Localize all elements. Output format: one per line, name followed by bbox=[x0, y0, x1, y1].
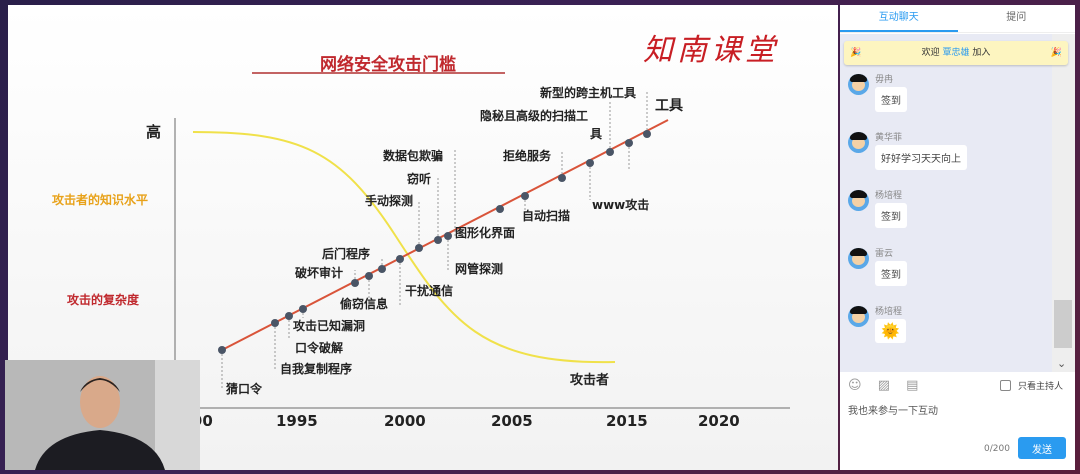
event-label: 手动探测 bbox=[365, 194, 414, 208]
event-dot bbox=[444, 232, 452, 240]
y-axis-high-label: 高 bbox=[146, 123, 162, 141]
chat-panel: 互动聊天 提问 🎉 欢迎 覃忠雄 加入 🎉 毋冉签到 黄华菲好好学习天天向上 杨… bbox=[840, 5, 1075, 470]
event-label: www攻击 bbox=[592, 198, 650, 212]
event-dot bbox=[496, 205, 504, 213]
complexity-label: 攻击的复杂度 bbox=[67, 293, 140, 307]
year-tick-label: 2020 bbox=[698, 412, 740, 430]
party-popper-icon: 🎉 bbox=[850, 48, 862, 58]
sender-name: 雷云 bbox=[875, 249, 894, 259]
emoji-icon[interactable]: ☺ bbox=[848, 378, 862, 393]
event-dot bbox=[285, 312, 293, 320]
sender-name: 黄华菲 bbox=[875, 133, 903, 143]
event-label: 新型的跨主机工具 bbox=[540, 86, 637, 100]
event-label: 网管探测 bbox=[455, 262, 504, 276]
presenter-video bbox=[5, 360, 200, 470]
welcome-suffix: 加入 bbox=[972, 48, 991, 58]
event-label: 自动扫描 bbox=[522, 209, 571, 223]
avatar bbox=[848, 190, 869, 211]
event-dot bbox=[586, 159, 594, 167]
event-label: 口令破解 bbox=[295, 341, 344, 355]
tab-questions[interactable]: 提问 bbox=[1006, 12, 1027, 23]
year-tick-label: 2005 bbox=[491, 412, 533, 430]
chat-message-list[interactable]: 毋冉 签到 黄华菲 好好学习天天向上 杨培程 签到 雷云 签到 杨培程 🌞 bbox=[840, 34, 1052, 372]
tab-interactive-chat[interactable]: 互动聊天 bbox=[840, 5, 958, 32]
event-label: 后门程序 bbox=[322, 247, 371, 261]
slide-title: 网络安全攻击门槛 bbox=[320, 55, 456, 75]
event-dot bbox=[434, 236, 442, 244]
sender-name: 毋冉 bbox=[875, 75, 894, 85]
avatar bbox=[848, 248, 869, 269]
event-label: 偷窃信息 bbox=[340, 297, 389, 311]
event-dot bbox=[271, 319, 279, 327]
scrollbar-thumb[interactable] bbox=[1054, 300, 1072, 348]
event-label: 干扰通信 bbox=[405, 284, 454, 298]
event-dot bbox=[558, 174, 566, 182]
brand-logo: 知南课堂 bbox=[643, 33, 779, 68]
welcome-banner: 🎉 欢迎 覃忠雄 加入 🎉 bbox=[844, 41, 1068, 65]
event-label: 攻击已知漏洞 bbox=[293, 319, 366, 333]
avatar bbox=[848, 306, 869, 327]
message-text: 签到 bbox=[875, 203, 907, 228]
event-dot bbox=[606, 148, 614, 156]
event-dot bbox=[351, 279, 359, 287]
event-dot bbox=[378, 265, 386, 273]
event-label: 图形化界面 bbox=[455, 226, 516, 240]
host-only-label: 只看主持人 bbox=[1018, 382, 1064, 392]
event-label: 拒绝服务 bbox=[503, 149, 552, 163]
send-button[interactable]: 发送 bbox=[1018, 437, 1066, 459]
avatar bbox=[848, 132, 869, 153]
event-dot bbox=[415, 244, 423, 252]
year-tick-label: 2015 bbox=[606, 412, 648, 430]
host-only-checkbox[interactable] bbox=[1000, 380, 1011, 391]
event-label: 数据包欺骗 bbox=[383, 149, 444, 163]
chat-input[interactable]: 我也来参与一下互动 bbox=[848, 406, 938, 417]
sender-name: 杨培程 bbox=[875, 191, 903, 201]
event-dot bbox=[521, 192, 529, 200]
event-dot bbox=[625, 139, 633, 147]
event-label: 隐秘且高级的扫描工 bbox=[480, 109, 589, 123]
image-icon[interactable]: ▨ bbox=[877, 378, 890, 393]
message-emoji: 🌞 bbox=[875, 319, 906, 343]
notes-icon[interactable]: ▤ bbox=[906, 378, 919, 393]
year-tick-label: 2000 bbox=[384, 412, 426, 430]
event-dot bbox=[396, 255, 404, 263]
sender-name: 杨培程 bbox=[875, 307, 903, 317]
event-dot bbox=[218, 346, 226, 354]
threshold-diagram bbox=[174, 72, 790, 409]
event-label: 具 bbox=[590, 127, 603, 141]
attacker-label: 攻击者 bbox=[570, 373, 610, 388]
event-label: 自我复制程序 bbox=[280, 362, 353, 376]
message-text: 签到 bbox=[875, 261, 907, 286]
welcome-user-name: 覃忠雄 bbox=[942, 48, 970, 58]
knowledge-level-label: 攻击者的知识水平 bbox=[52, 193, 149, 207]
event-label: 猜口令 bbox=[226, 382, 263, 396]
event-dot bbox=[365, 272, 373, 280]
char-count: 0/200 bbox=[984, 444, 1010, 454]
year-tick-label: 1995 bbox=[276, 412, 318, 430]
message-text: 签到 bbox=[875, 87, 907, 112]
avatar bbox=[848, 74, 869, 95]
welcome-prefix: 欢迎 bbox=[921, 48, 940, 58]
attacker-knowledge-curve bbox=[192, 131, 616, 364]
event-label: 窃听 bbox=[407, 172, 432, 186]
party-popper-icon: 🎉 bbox=[1050, 48, 1062, 58]
tools-label: 工具 bbox=[655, 98, 683, 114]
event-dot bbox=[643, 130, 651, 138]
chevron-down-icon[interactable]: ⌄ bbox=[1057, 357, 1067, 370]
event-label: 破坏审计 bbox=[295, 266, 344, 280]
message-text: 好好学习天天向上 bbox=[875, 145, 967, 170]
chat-scrollbar[interactable]: ⌄ bbox=[1052, 34, 1075, 372]
presenter-silhouette bbox=[5, 360, 200, 470]
event-dot bbox=[299, 305, 307, 313]
